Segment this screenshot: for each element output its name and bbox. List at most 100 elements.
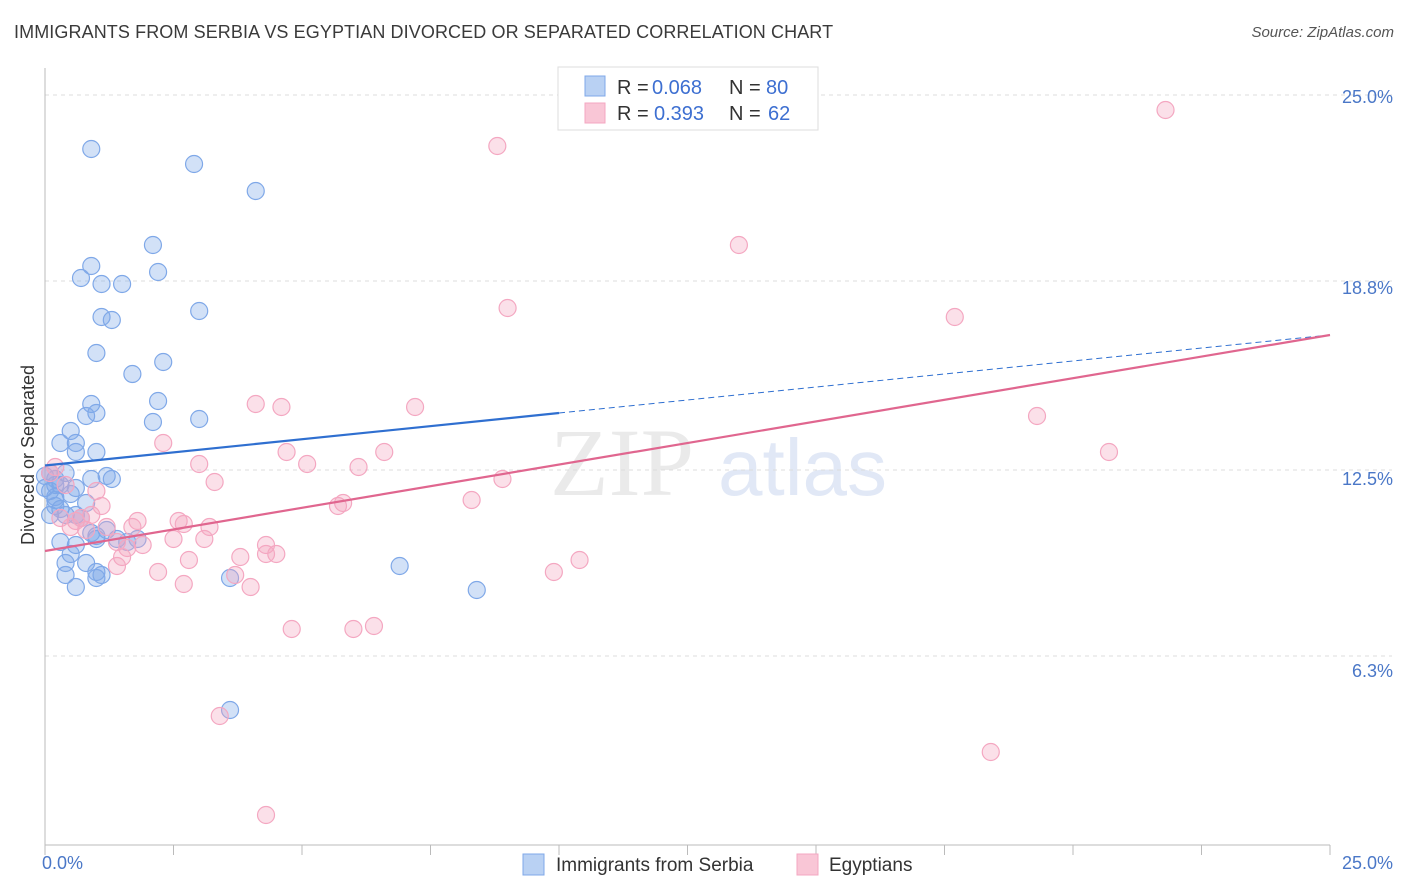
egyptians-point [570,550,589,570]
serbia-point [77,406,96,426]
trend-lines [44,333,1331,553]
egyptians-point [945,307,964,327]
serbia-point [112,274,132,294]
egyptians-point [246,394,265,414]
egyptians-point [1099,442,1119,462]
serbia-point [61,421,80,441]
egyptians-point [405,397,425,417]
bottom-legend-label-egyptians: Egyptians [829,855,912,876]
egyptians-point [1027,406,1047,426]
serbia-point [92,307,111,327]
data-points [35,100,1175,825]
egyptians-point [256,805,276,825]
egyptians-point [77,520,96,540]
bottom-legend-swatch-serbia [522,853,545,876]
egyptians-point [364,616,384,636]
egyptians-point [66,511,85,531]
egyptians-point [128,511,147,531]
egyptians-point [154,433,173,453]
legend-swatch-egyptians [584,102,606,124]
serbia-point [87,562,106,582]
egyptians-point [729,235,749,255]
serbia-point [66,577,85,597]
serbia-point [97,466,116,486]
serbia-point [87,568,106,588]
egyptians-point [462,490,481,510]
egyptians-point [298,454,317,474]
egyptians-point [344,619,363,639]
serbia-point [56,565,75,585]
egyptians-point [544,562,563,582]
serbia-point [123,364,142,384]
serbia-point [220,700,240,720]
serbia-point [190,301,209,321]
legend-r-label-serbia: R = [617,77,649,99]
egyptians-point [179,550,199,570]
serbia-point [220,568,240,588]
egyptians-point [272,397,291,417]
egyptians-point [164,529,183,549]
x-tick-label-max: 25.0% [1342,853,1393,873]
gridlines [45,94,1392,657]
serbia-point [154,352,173,372]
legend-n-label-serbia: N = [729,77,761,99]
y-tick-label-12-5: 12.5% [1342,469,1393,489]
serbia-point [56,505,75,525]
egyptians-point [981,742,1000,762]
egyptians-point [41,463,60,483]
legend-n-value-serbia: 80 [766,77,788,99]
egyptians-point [267,544,286,564]
egyptians-point [118,538,137,558]
egyptians-point [71,508,91,528]
egyptians-point [174,514,193,534]
serbia-point [66,505,85,525]
serbia-point [77,553,96,573]
serbia-point [87,343,106,363]
serbia-point [102,469,121,489]
serbia-point [46,487,65,507]
top-legend: R = 0.068 N = 80 R = 0.393 N = 62 [557,66,819,131]
serbia-trend-extension [558,334,1331,414]
egyptians-point [107,556,127,576]
egyptians-point [205,472,224,492]
egyptians-point [488,136,507,156]
axes [44,68,1331,855]
bottom-legend: Immigrants from Serbia Egyptians [522,853,912,876]
legend-r-value-egyptians: 0.393 [654,103,704,125]
egyptians-point [51,508,70,528]
egyptians-trend-line [44,333,1331,553]
serbia-point [143,412,163,432]
legend-n-label-egyptians: N = [729,103,761,125]
serbia-point [148,391,168,411]
egyptians-point [174,574,193,594]
egyptians-point [241,577,260,597]
serbia-point [148,262,168,282]
serbia-point [92,565,111,585]
legend-r-value-serbia: 0.068 [652,77,702,99]
chart-title: IMMIGRANTS FROM SERBIA VS EGYPTIAN DIVOR… [14,22,834,42]
legend-n-value-egyptians: 62 [768,103,790,125]
egyptians-point [190,454,209,474]
egyptians-point [277,442,296,462]
serbia-point [61,544,80,564]
egyptians-point [282,619,301,639]
serbia-point [61,484,80,504]
egyptians-point [148,562,168,582]
serbia-trend-line [44,411,560,467]
serbia-point [82,394,101,414]
serbia-point [51,433,70,453]
bottom-legend-label-serbia: Immigrants from Serbia [556,855,754,876]
serbia-point [66,478,85,498]
egyptians-point [133,535,152,555]
egyptians-point [61,517,80,537]
serbia-point [41,505,60,525]
serbia-point [51,475,70,495]
egyptians-point [1156,100,1175,120]
egyptians-point [97,517,116,537]
serbia-point [66,442,85,462]
legend-r-label-egyptians: R = [617,103,649,125]
y-axis-title: Divorced or Separated [18,365,38,545]
serbia-point [467,580,486,600]
egyptians-point [231,547,250,567]
egyptians-point [349,457,368,477]
